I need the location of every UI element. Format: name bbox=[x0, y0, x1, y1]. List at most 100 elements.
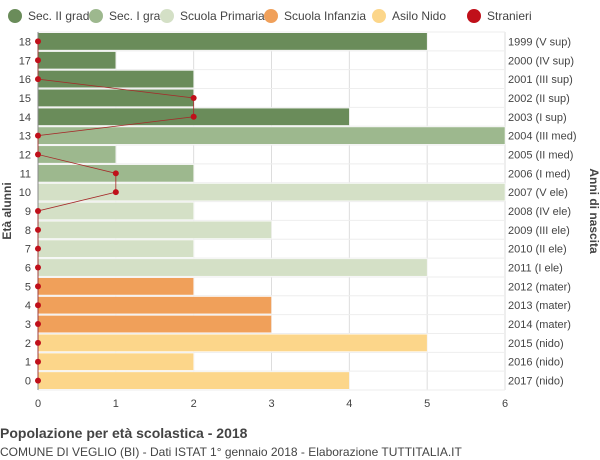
stranieri-point bbox=[35, 302, 41, 309]
stranieri-point bbox=[35, 208, 41, 214]
age-tick-label: 9 bbox=[25, 206, 31, 218]
legend-label: Stranieri bbox=[487, 9, 532, 23]
legend-label: Asilo Nido bbox=[392, 9, 447, 23]
stranieri-point bbox=[35, 358, 41, 365]
bar bbox=[37, 183, 506, 202]
stranieri-point bbox=[35, 321, 41, 328]
stranieri-point bbox=[35, 339, 41, 346]
legend-item: Sec. I grado bbox=[89, 6, 174, 26]
age-tick-label: 17 bbox=[19, 55, 31, 67]
bar bbox=[37, 126, 506, 145]
age-tick-label: 15 bbox=[19, 93, 31, 105]
year-tick-label: 2008 (IV ele) bbox=[508, 206, 571, 218]
bar bbox=[37, 220, 272, 239]
year-tick-label: 2013 (mater) bbox=[508, 300, 571, 312]
legend-swatch bbox=[8, 9, 22, 23]
x-tick-label: 1 bbox=[113, 398, 119, 410]
age-tick-label: 10 bbox=[19, 187, 31, 199]
legend-swatch bbox=[264, 9, 278, 23]
year-tick-label: 2014 (mater) bbox=[508, 319, 571, 331]
y-axis-label-right: Anni di nascita bbox=[587, 168, 600, 254]
year-tick-label: 2012 (mater) bbox=[508, 281, 571, 293]
chart-footer-title: Popolazione per età scolastica - 2018 bbox=[0, 425, 248, 441]
stranieri-point bbox=[35, 245, 41, 252]
year-tick-label: 2002 (II sup) bbox=[508, 93, 570, 105]
legend-item: Scuola Primaria bbox=[160, 6, 265, 26]
stranieri-point bbox=[35, 283, 41, 290]
stranieri-point bbox=[35, 377, 41, 384]
bar bbox=[37, 70, 194, 89]
bar bbox=[37, 296, 272, 315]
legend-swatch bbox=[372, 9, 386, 23]
x-tick-label: 0 bbox=[35, 398, 41, 410]
age-tick-label: 8 bbox=[25, 225, 31, 237]
age-tick-label: 2 bbox=[25, 338, 31, 350]
age-tick-label: 12 bbox=[19, 149, 31, 161]
age-tick-label: 0 bbox=[25, 376, 31, 388]
y-axis-label: Età alunni bbox=[0, 182, 14, 239]
year-tick-label: 2005 (II med) bbox=[508, 149, 573, 161]
bar bbox=[37, 277, 194, 296]
year-tick-label: 2010 (II ele) bbox=[508, 244, 567, 256]
stranieri-point bbox=[35, 76, 41, 83]
x-tick-label: 5 bbox=[424, 398, 430, 410]
x-tick-label: 6 bbox=[502, 398, 508, 410]
stranieri-point bbox=[190, 94, 197, 101]
bar bbox=[37, 258, 428, 277]
age-tick-label: 5 bbox=[25, 281, 31, 293]
stranieri-point bbox=[35, 132, 41, 139]
legend-item: Scuola Infanzia bbox=[264, 6, 366, 26]
year-tick-label: 2017 (nido) bbox=[508, 376, 564, 388]
year-tick-label: 2016 (nido) bbox=[508, 357, 564, 369]
year-tick-label: 2007 (V ele) bbox=[508, 187, 568, 199]
x-tick-label: 4 bbox=[346, 398, 352, 410]
bar bbox=[37, 145, 117, 164]
legend-swatch bbox=[467, 9, 481, 23]
year-tick-label: 2015 (nido) bbox=[508, 338, 564, 350]
bar bbox=[37, 51, 117, 70]
legend-item: Stranieri bbox=[467, 6, 532, 26]
age-tick-label: 4 bbox=[25, 300, 31, 312]
legend-swatch bbox=[89, 9, 103, 23]
stranieri-point bbox=[112, 189, 119, 196]
year-tick-label: 2001 (III sup) bbox=[508, 74, 573, 86]
bar bbox=[37, 333, 428, 352]
age-tick-label: 16 bbox=[19, 74, 31, 86]
stranieri-point bbox=[35, 151, 41, 158]
age-tick-label: 14 bbox=[19, 112, 31, 124]
legend-label: Sec. I grado bbox=[109, 9, 174, 23]
legend-label: Sec. II grado bbox=[28, 9, 97, 23]
legend-item: Asilo Nido bbox=[372, 6, 446, 26]
age-tick-label: 1 bbox=[25, 357, 31, 369]
x-tick-label: 2 bbox=[191, 398, 197, 410]
stranieri-point bbox=[35, 264, 41, 271]
age-tick-label: 6 bbox=[25, 263, 31, 275]
year-tick-label: 2003 (I sup) bbox=[508, 112, 567, 124]
bar bbox=[37, 371, 350, 390]
year-tick-label: 2004 (III med) bbox=[508, 131, 576, 143]
legend: Sec. II grado Sec. I grado Scuola Primaria… bbox=[0, 6, 600, 26]
stranieri-point bbox=[35, 226, 41, 233]
bar bbox=[37, 89, 194, 107]
legend-label: Scuola Infanzia bbox=[284, 9, 367, 23]
stranieri-point bbox=[35, 38, 41, 45]
x-tick-label: 3 bbox=[268, 398, 274, 410]
bar bbox=[37, 352, 194, 371]
age-tick-label: 11 bbox=[20, 168, 31, 180]
stranieri-point bbox=[35, 57, 41, 64]
chart-footer-subtitle: COMUNE DI VEGLIO (BI) - Dati ISTAT 1° ge… bbox=[0, 445, 462, 459]
legend-swatch bbox=[160, 9, 174, 23]
bar bbox=[37, 202, 194, 220]
year-tick-label: 1999 (V sup) bbox=[508, 36, 571, 48]
stranieri-point bbox=[190, 113, 197, 120]
year-tick-label: 2009 (III ele) bbox=[508, 225, 570, 237]
bar bbox=[37, 239, 194, 258]
age-tick-label: 13 bbox=[19, 131, 31, 143]
year-tick-label: 2011 (I ele) bbox=[508, 263, 563, 275]
year-tick-label: 2000 (IV sup) bbox=[508, 55, 574, 67]
bar bbox=[37, 315, 272, 333]
age-tick-label: 7 bbox=[25, 244, 31, 256]
age-tick-label: 18 bbox=[19, 36, 31, 48]
